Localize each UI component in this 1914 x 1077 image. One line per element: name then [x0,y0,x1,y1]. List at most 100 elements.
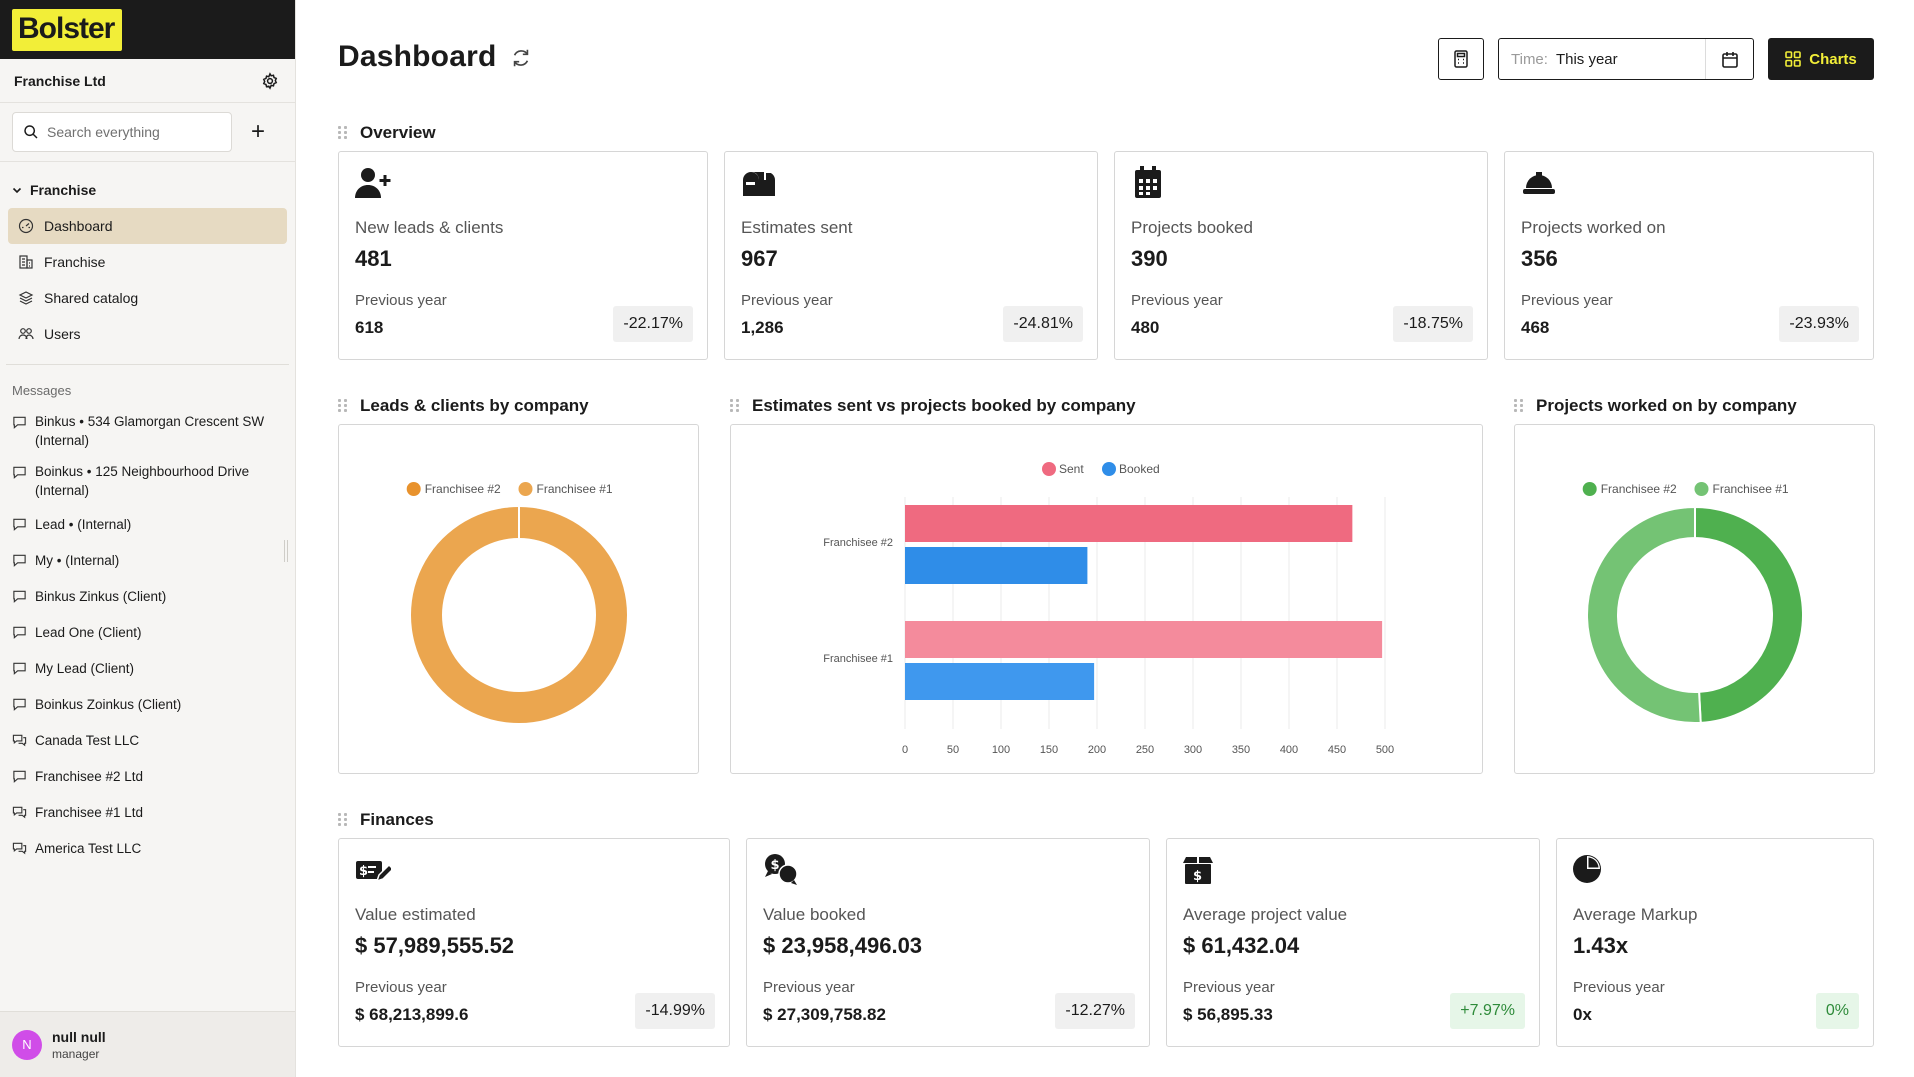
change-badge: -18.75% [1393,306,1473,342]
calendar-picker-button[interactable] [1705,39,1753,79]
x-tick-label: 300 [1184,744,1202,756]
change-badge: 0% [1815,993,1859,1029]
drag-handle-icon[interactable] [338,126,348,140]
sidebar-item-label: Dashboard [44,218,113,234]
drag-handle-icon[interactable] [338,399,348,413]
sidebar-divider [6,364,289,365]
user-plus-icon [355,168,391,198]
message-item[interactable]: Franchisee #2 Ltd [0,758,295,794]
add-button[interactable]: + [250,118,265,145]
previous-label: Previous year [1573,979,1665,996]
leads-chart-heading: Leads & clients by company [338,396,589,416]
gear-icon[interactable] [261,71,279,90]
sidebar-resize-handle[interactable] [284,540,288,562]
charts-button[interactable]: Charts [1768,38,1874,80]
message-item[interactable]: Boinkus Zoinkus (Client) [0,686,295,722]
search-row: Search everything + [0,103,295,162]
finance-value: $ 23,958,496.03 [763,933,923,958]
section-title: Overview [360,123,436,142]
legend-label: Franchisee #1 [1713,482,1789,496]
message-label: Lead • (Internal) [35,516,132,532]
stat-card-projects-booked: Projects booked 390 Previous year 480 -1… [1114,151,1488,360]
message-item[interactable]: My • (Internal) [0,542,295,578]
chats-icon [12,842,27,854]
user-profile[interactable]: N null null manager [0,1011,295,1077]
finance-card-average-markup: Average Markup 1.43x Previous year 0x 0% [1556,838,1874,1047]
company-switcher[interactable]: Franchise Ltd [0,59,295,103]
previous-value: 468 [1521,318,1550,337]
stat-label: Projects worked on [1521,218,1666,237]
previous-value: 0x [1573,1005,1592,1024]
message-item[interactable]: Lead One (Client) [0,614,295,650]
drag-handle-icon[interactable] [730,399,740,413]
message-label: Boinkus • 125 Neighbourhood Drive (Inter… [35,464,250,498]
finance-card-value-estimated: $ Value estimated $ 57,989,555.52 Previo… [338,838,730,1047]
drag-handle-icon[interactable] [338,813,348,827]
svg-text:$: $ [1193,869,1202,884]
sidebar-nav: Dashboard Franchise Shared catalog Users [0,208,295,352]
sidebar-item-dashboard[interactable]: Dashboard [8,208,287,244]
sidebar-item-users[interactable]: Users [8,316,287,352]
finance-label: Average project value [1183,905,1348,924]
mailbox-icon [743,169,775,196]
section-title: Finances [360,810,434,829]
finance-card-average-project-value: $ Average project value $ 61,432.04 Prev… [1166,838,1540,1047]
chevron-down-icon [12,187,22,194]
message-label: Lead One (Client) [35,624,142,640]
drag-handle-icon[interactable] [1514,399,1524,413]
sidebar-item-franchise[interactable]: Franchise [8,244,287,280]
chats-icon [12,734,27,746]
brand-bar: Bolster [0,0,295,59]
message-item[interactable]: Binkus • 534 Glamorgan Crescent SW (Inte… [0,406,295,456]
sidebar-item-shared-catalog[interactable]: Shared catalog [8,280,287,316]
chat-icon [13,590,26,603]
previous-value: $ 27,309,758.82 [763,1005,886,1024]
bolster-logo[interactable]: Bolster [12,8,123,51]
stat-card-projects-worked: Projects worked on 356 Previous year 468… [1504,151,1874,360]
stat-label: Projects booked [1131,218,1253,237]
message-item[interactable]: Canada Test LLC [0,722,295,758]
stat-value: 390 [1131,246,1168,271]
charts-label: Charts [1809,50,1857,68]
x-tick-label: 350 [1232,744,1250,756]
chat-icon [13,554,26,567]
previous-value: 1,286 [741,318,784,337]
dashboard-icon [18,218,34,234]
message-item[interactable]: Binkus Zinkus (Client) [0,578,295,614]
hard-hat-icon [1523,172,1555,194]
finance-label: Average Markup [1573,905,1698,924]
legend-label: Booked [1119,462,1160,476]
search-input[interactable]: Search everything [12,112,232,152]
building-icon [19,255,33,269]
previous-label: Previous year [741,292,833,309]
message-label: Canada Test LLC [35,732,140,748]
message-label: Franchisee #2 Ltd [35,768,144,784]
message-label: Binkus • 534 Glamorgan Crescent SW (Inte… [35,414,265,448]
message-item[interactable]: Franchisee #1 Ltd [0,794,295,830]
chat-icon [13,518,26,531]
leads-chart-card: Franchisee #2 Franchisee #1 [338,424,699,774]
x-tick-label: 400 [1280,744,1298,756]
previous-label: Previous year [1131,292,1223,309]
finance-card-value-booked: $ Value booked $ 23,958,496.03 Previous … [746,838,1150,1047]
refresh-icon[interactable] [510,47,532,69]
estimates-chart-heading: Estimates sent vs projects booked by com… [730,396,1136,416]
search-icon [24,125,38,139]
message-item[interactable]: Boinkus • 125 Neighbourhood Drive (Inter… [0,456,295,506]
previous-label: Previous year [355,979,447,996]
message-item[interactable]: Lead • (Internal) [0,506,295,542]
message-item[interactable]: My Lead (Client) [0,650,295,686]
calendar-icon [1721,51,1738,68]
finance-value: $ 57,989,555.52 [355,933,515,958]
chat-icon [13,466,26,479]
time-filter[interactable]: Time: This year [1498,38,1754,80]
calculator-button[interactable] [1438,38,1484,80]
time-label: Time: [1511,50,1548,68]
message-item[interactable]: America Test LLC [0,830,295,866]
finance-label: Value estimated [355,905,476,924]
section-title: Leads & clients by company [360,396,589,415]
calculator-icon [1454,50,1468,68]
calendar-icon [1135,166,1161,198]
franchise-section-toggle[interactable]: Franchise [0,162,295,208]
sidebar-item-label: Franchise [44,254,106,270]
